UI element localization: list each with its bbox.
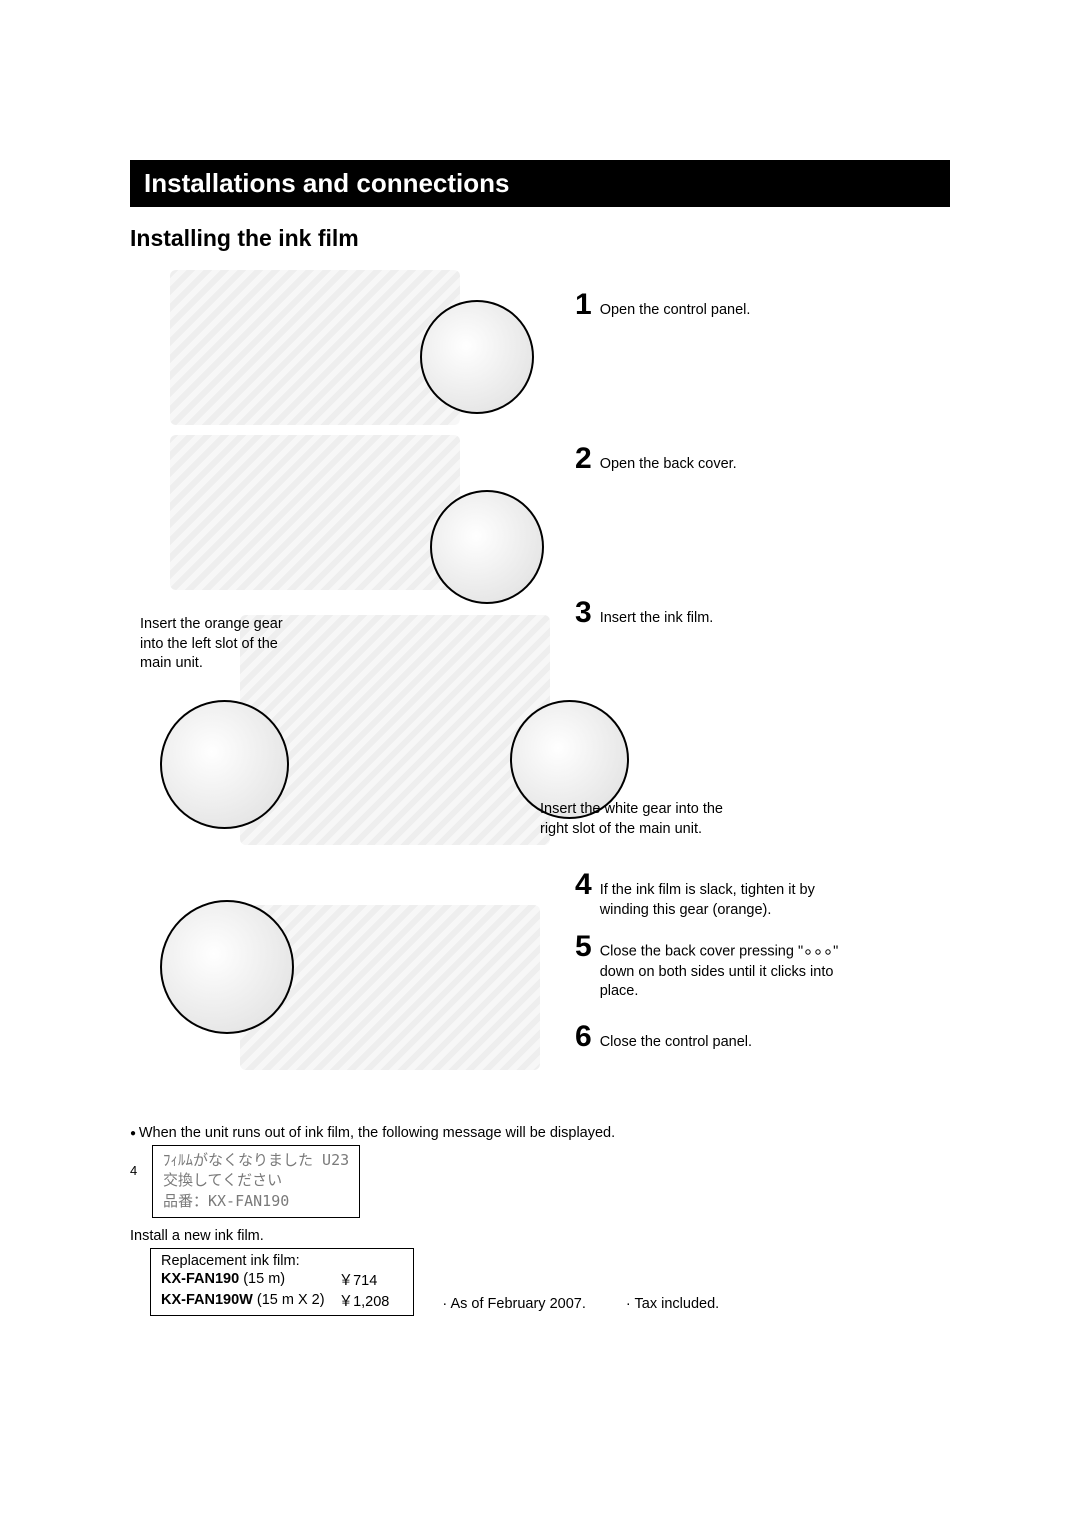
install-new-note: Install a new ink film. bbox=[130, 1228, 950, 1244]
price: ￥714 bbox=[339, 1269, 404, 1290]
step-number: 5 bbox=[575, 932, 592, 962]
table-row: KX-FAN190 (15 m) ￥714 bbox=[161, 1269, 403, 1290]
step-number: 1 bbox=[575, 290, 592, 320]
step-number: 4 bbox=[575, 870, 592, 900]
manual-page: Installations and connections Installing… bbox=[0, 0, 1080, 1528]
page-number: 4 bbox=[130, 1163, 137, 1178]
step-number: 6 bbox=[575, 1022, 592, 1052]
step-2: 2 Open the back cover. bbox=[575, 444, 737, 475]
footnote-area: When the unit runs out of ink film, the … bbox=[130, 1125, 950, 1316]
model: KX-FAN190 bbox=[161, 1271, 239, 1287]
sidenote: Tax included. bbox=[626, 1296, 719, 1312]
lcd-display-box: ﾌｨﾙﾑがなくなりました U23 交換してください 品番：KX-FAN190 bbox=[152, 1145, 360, 1218]
step-5-pre: Close the back cover pressing " bbox=[600, 944, 803, 960]
display-line-1: ﾌｨﾙﾑがなくなりました U23 bbox=[163, 1151, 349, 1169]
callout-step1 bbox=[420, 300, 534, 414]
step-1: 1 Open the control panel. bbox=[575, 290, 750, 321]
annotation-right-slot: Insert the white gear into the right slo… bbox=[540, 800, 750, 839]
runout-note: When the unit runs out of ink film, the … bbox=[130, 1125, 950, 1141]
step-text: Open the control panel. bbox=[600, 301, 751, 321]
replacement-table: KX-FAN190 (15 m) ￥714 KX-FAN190W (15 m X… bbox=[161, 1269, 403, 1311]
step-4: 4 If the ink film is slack, tighten it b… bbox=[575, 870, 860, 920]
side-notes: As of February 2007. Tax included. bbox=[442, 1296, 755, 1316]
model: KX-FAN190W bbox=[161, 1292, 253, 1308]
spec: (15 m) bbox=[243, 1271, 285, 1287]
table-row: KX-FAN190W (15 m X 2) ￥1,208 bbox=[161, 1290, 403, 1311]
illustration-step2 bbox=[170, 435, 460, 590]
section-header: Installations and connections bbox=[130, 160, 950, 207]
diagram-area: 1 Open the control panel. 2 Open the bac… bbox=[130, 260, 950, 1115]
press-dots-icon bbox=[803, 942, 833, 962]
step-6: 6 Close the control panel. bbox=[575, 1022, 752, 1053]
step-text: If the ink film is slack, tighten it by … bbox=[600, 881, 860, 920]
callout-step3-left bbox=[160, 700, 289, 829]
sidenote: As of February 2007. bbox=[442, 1296, 585, 1312]
illustration-step1 bbox=[170, 270, 460, 425]
step-text: Close the back cover pressing "" down on… bbox=[600, 942, 860, 1001]
spec: (15 m X 2) bbox=[257, 1292, 325, 1308]
step-number: 3 bbox=[575, 598, 592, 628]
step-text: Close the control panel. bbox=[600, 1033, 752, 1053]
section-title: Installations and connections bbox=[144, 168, 510, 198]
replacement-title: Replacement ink film: bbox=[161, 1253, 403, 1269]
display-line-2: 交換してください bbox=[163, 1171, 282, 1189]
callout-step4 bbox=[160, 900, 294, 1034]
step-number: 2 bbox=[575, 444, 592, 474]
step-text: Open the back cover. bbox=[600, 455, 737, 475]
display-line-3: 品番：KX-FAN190 bbox=[163, 1192, 289, 1210]
step-3: 3 Insert the ink film. bbox=[575, 598, 713, 629]
price: ￥1,208 bbox=[339, 1290, 404, 1311]
subheading: Installing the ink film bbox=[130, 225, 950, 252]
replacement-box: Replacement ink film: KX-FAN190 (15 m) ￥… bbox=[150, 1248, 414, 1316]
step-text: Insert the ink film. bbox=[600, 609, 714, 629]
callout-step2 bbox=[430, 490, 544, 604]
annotation-left-slot: Insert the orange gear into the left slo… bbox=[140, 615, 290, 674]
step-5: 5 Close the back cover pressing "" down … bbox=[575, 932, 860, 1002]
